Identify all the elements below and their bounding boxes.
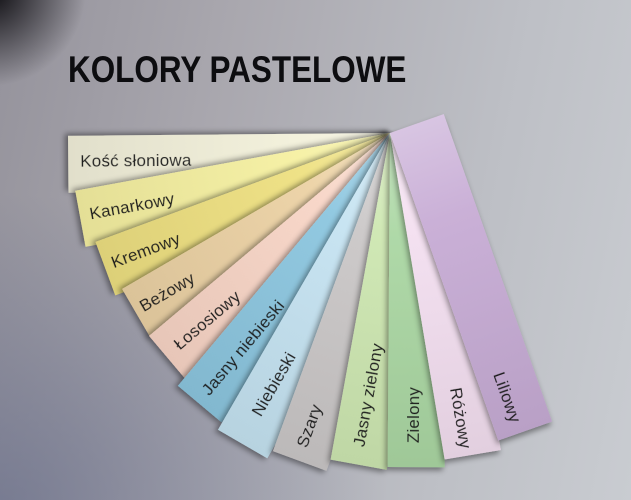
page-title: KOLORY PASTELOWE bbox=[68, 49, 407, 90]
blade-sheet bbox=[390, 114, 553, 441]
blade-label: Kość słoniowa bbox=[80, 151, 192, 171]
blade-label: Zielony bbox=[404, 387, 423, 444]
fan-blade-liliowy: Liliowy bbox=[390, 114, 553, 441]
